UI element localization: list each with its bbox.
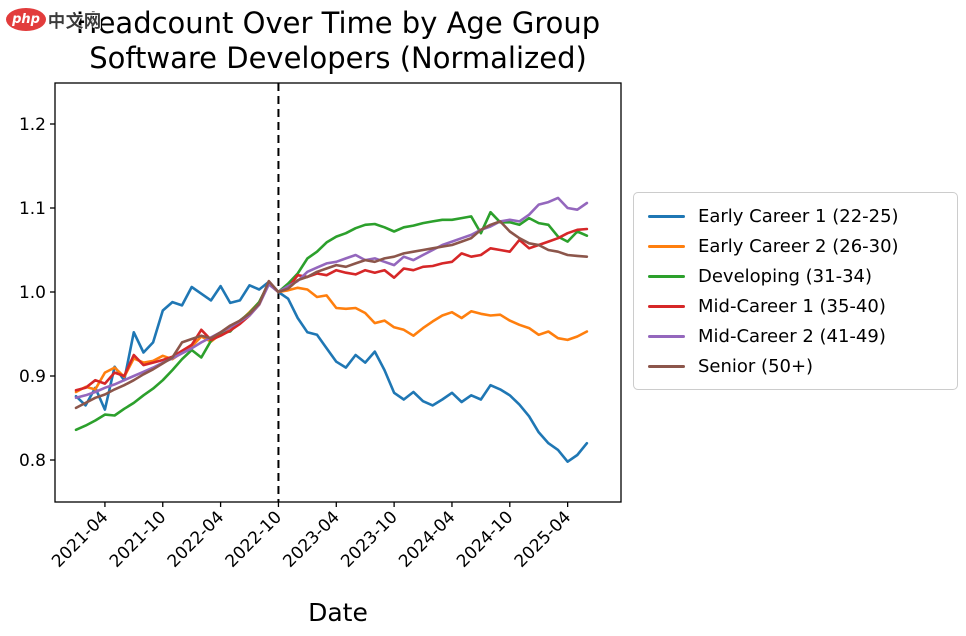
chart-title-block: Headcount Over Time by Age Group Softwar… <box>55 6 621 76</box>
legend-line-sample <box>648 244 685 248</box>
x-tick-label: 2024-04 <box>395 507 459 571</box>
chart-legend: Early Career 1 (22-25) Early Career 2 (26… <box>633 192 958 390</box>
legend-line-sample <box>648 214 685 218</box>
y-tick-label: 0.9 <box>19 367 46 387</box>
y-tick-label: 1.0 <box>19 283 46 303</box>
legend-label: Mid-Career 2 (41-49) <box>698 325 886 347</box>
x-axis-label: Date <box>308 598 368 627</box>
y-tick-label: 1.1 <box>19 199 46 219</box>
legend-item: Mid-Career 2 (41-49) <box>634 321 957 351</box>
series-line-senior-50 <box>74 220 589 410</box>
legend-line-sample <box>648 334 685 338</box>
x-tick-label: 2022-04 <box>164 507 228 571</box>
legend-line-sample <box>648 274 685 278</box>
php-cn-watermark: php 中文网 <box>6 7 102 32</box>
legend-label: Mid-Career 1 (35-40) <box>698 295 886 317</box>
series-line-early-career-1-22-25 <box>74 280 589 464</box>
legend-label: Senior (50+) <box>698 355 814 377</box>
x-tick-label: 2021-04 <box>48 507 112 571</box>
legend-line-sample <box>648 304 685 308</box>
watermark-site-text: 中文网 <box>48 12 102 32</box>
x-tick-label: 2025-04 <box>511 507 575 571</box>
legend-label: Early Career 2 (26-30) <box>698 235 899 257</box>
chart-title: Headcount Over Time by Age Group <box>75 6 601 40</box>
legend-item: Mid-Career 1 (35-40) <box>634 291 957 321</box>
x-tick-label: 2024-10 <box>453 507 517 571</box>
legend-item: Early Career 2 (26-30) <box>634 231 957 261</box>
series-line-mid-career-1-35-40 <box>74 227 589 392</box>
plot-frame <box>54 82 622 503</box>
php-logo-text: php <box>12 12 40 27</box>
legend-item: Early Career 1 (22-25) <box>634 201 957 231</box>
series-line-mid-career-2-41-49 <box>74 196 589 400</box>
legend-label: Early Career 1 (22-25) <box>698 205 899 227</box>
x-tick-label: 2023-10 <box>337 507 401 571</box>
y-tick-label: 0.8 <box>19 451 46 471</box>
x-tick-label: 2021-10 <box>106 507 170 571</box>
legend-item: Senior (50+) <box>634 351 957 381</box>
y-tick-label: 1.2 <box>19 115 46 135</box>
php-logo-icon: php <box>6 8 46 31</box>
legend-label: Developing (31-34) <box>698 265 873 287</box>
chart-subtitle: Software Developers (Normalized) <box>89 41 587 75</box>
x-tick-label: 2022-10 <box>222 507 286 571</box>
x-tick-label: 2023-04 <box>279 507 343 571</box>
legend-item: Developing (31-34) <box>634 261 957 291</box>
series-line-early-career-2-26-30 <box>74 282 589 394</box>
legend-line-sample <box>648 364 685 368</box>
